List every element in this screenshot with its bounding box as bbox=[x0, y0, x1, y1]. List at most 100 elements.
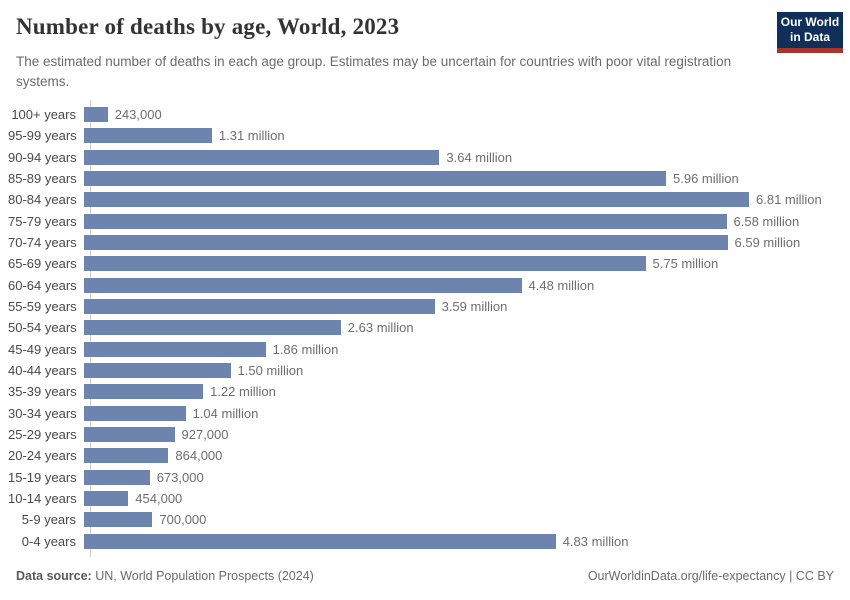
bar-value-label: 673,000 bbox=[156, 469, 204, 485]
bar-value-label: 864,000 bbox=[175, 448, 223, 464]
bar bbox=[84, 299, 435, 315]
bar-value-label: 243,000 bbox=[114, 107, 162, 123]
bar-chart: 100+ years 243,000 95-99 years 1.31 mill… bbox=[8, 100, 842, 557]
bar bbox=[84, 192, 749, 208]
bar-value-label: 5.96 million bbox=[673, 171, 739, 187]
bar-value-label: 4.48 million bbox=[528, 277, 595, 293]
axis-tick-label: 100+ years bbox=[11, 107, 76, 123]
bar-track: 1.31 million bbox=[83, 128, 842, 144]
bar-row: 5-9 years 700,000 bbox=[8, 509, 842, 530]
bar-track: 1.86 million bbox=[83, 341, 842, 357]
bar-track: 1.22 million bbox=[83, 384, 842, 400]
bar-row: 35-39 years 1.22 million bbox=[8, 381, 842, 402]
bar-row: 75-79 years 6.58 million bbox=[8, 211, 842, 232]
bar-row: 10-14 years 454,000 bbox=[8, 488, 842, 509]
bar bbox=[84, 491, 129, 507]
owid-logo: Our World in Data bbox=[777, 12, 843, 53]
axis-tick-label: 95-99 years bbox=[8, 128, 77, 144]
bar-value-label: 1.04 million bbox=[192, 405, 259, 421]
bar-track: 6.59 million bbox=[83, 235, 842, 251]
bar-value-label: 4.83 million bbox=[562, 533, 629, 549]
bar bbox=[84, 235, 728, 251]
axis-tick-label: 40-44 years bbox=[8, 363, 77, 379]
bar-track: 5.96 million bbox=[83, 171, 842, 187]
bar-track: 243,000 bbox=[83, 107, 842, 123]
chart-subtitle: The estimated number of deaths in each a… bbox=[16, 54, 732, 89]
bar bbox=[84, 256, 646, 272]
bar-rows: 100+ years 243,000 95-99 years 1.31 mill… bbox=[8, 104, 842, 552]
bar-row: 70-74 years 6.59 million bbox=[8, 232, 842, 253]
bar-track: 927,000 bbox=[83, 427, 842, 443]
bar-value-label: 5.75 million bbox=[652, 256, 719, 272]
bar-track: 1.04 million bbox=[83, 405, 842, 421]
bar bbox=[84, 384, 204, 400]
bar-row: 85-89 years 5.96 million bbox=[8, 168, 842, 189]
bar-row: 100+ years 243,000 bbox=[8, 104, 842, 125]
axis-tick-label: 75-79 years bbox=[8, 213, 77, 229]
chart-footer: Data source: UN, World Population Prospe… bbox=[16, 569, 834, 583]
bar-row: 95-99 years 1.31 million bbox=[8, 125, 842, 146]
bar-value-label: 6.81 million bbox=[756, 192, 822, 208]
bar bbox=[84, 107, 108, 123]
bar-row: 55-59 years 3.59 million bbox=[8, 296, 842, 317]
bar-row: 60-64 years 4.48 million bbox=[8, 275, 842, 296]
bar-track: 6.81 million bbox=[83, 192, 842, 208]
bar bbox=[84, 128, 212, 144]
owid-logo-line1: Our World bbox=[780, 15, 840, 29]
bar-track: 3.64 million bbox=[83, 149, 842, 165]
bar bbox=[84, 363, 231, 379]
bar bbox=[84, 149, 440, 165]
bar-track: 1.50 million bbox=[83, 363, 842, 379]
axis-tick-label: 15-19 years bbox=[8, 469, 77, 485]
axis-tick-label: 70-74 years bbox=[8, 235, 77, 251]
data-source-text: UN, World Population Prospects (2024) bbox=[91, 569, 314, 583]
bar bbox=[84, 469, 150, 485]
bar bbox=[84, 277, 522, 293]
bar-row: 45-49 years 1.86 million bbox=[8, 339, 842, 360]
bar-value-label: 6.58 million bbox=[733, 213, 800, 229]
bar bbox=[84, 341, 266, 357]
bar-row: 15-19 years 673,000 bbox=[8, 467, 842, 488]
axis-tick-label: 80-84 years bbox=[8, 192, 77, 208]
bar-track: 4.83 million bbox=[83, 533, 842, 549]
bar-value-label: 927,000 bbox=[181, 427, 229, 443]
bar bbox=[84, 533, 556, 549]
bar-value-label: 1.31 million bbox=[218, 128, 285, 144]
axis-tick-label: 45-49 years bbox=[8, 341, 77, 357]
credit-link: OurWorldinData.org/life-expectancy | CC … bbox=[587, 569, 834, 583]
axis-tick-label: 65-69 years bbox=[8, 256, 77, 272]
bar-row: 50-54 years 2.63 million bbox=[8, 317, 842, 338]
axis-tick-label: 50-54 years bbox=[8, 320, 77, 336]
bar-value-label: 1.86 million bbox=[272, 341, 339, 357]
bar-track: 673,000 bbox=[83, 469, 842, 485]
bar bbox=[84, 405, 186, 421]
axis-tick-label: 0-4 years bbox=[21, 533, 76, 549]
bar-value-label: 3.64 million bbox=[446, 149, 513, 165]
bar bbox=[84, 512, 153, 528]
bar-track: 4.48 million bbox=[83, 277, 842, 293]
bar-row: 0-4 years 4.83 million bbox=[8, 531, 842, 552]
bar-row: 30-34 years 1.04 million bbox=[8, 403, 842, 424]
axis-tick-label: 85-89 years bbox=[8, 171, 77, 187]
axis-tick-label: 5-9 years bbox=[21, 512, 76, 528]
bar bbox=[84, 171, 666, 187]
bar bbox=[84, 320, 341, 336]
bar-row: 65-69 years 5.75 million bbox=[8, 253, 842, 274]
bar-value-label: 1.50 million bbox=[237, 363, 304, 379]
bar-row: 90-94 years 3.64 million bbox=[8, 147, 842, 168]
bar-value-label: 2.63 million bbox=[347, 320, 414, 336]
axis-tick-label: 25-29 years bbox=[8, 427, 77, 443]
bar-value-label: 1.22 million bbox=[210, 384, 276, 400]
bar-row: 25-29 years 927,000 bbox=[8, 424, 842, 445]
bar bbox=[84, 448, 169, 464]
bar-row: 20-24 years 864,000 bbox=[8, 445, 842, 466]
bar-value-label: 700,000 bbox=[159, 512, 207, 528]
data-source-label: Data source: bbox=[16, 569, 92, 583]
bar-value-label: 3.59 million bbox=[441, 299, 508, 315]
bar-value-label: 454,000 bbox=[135, 491, 183, 507]
bar-track: 5.75 million bbox=[83, 256, 842, 272]
data-source: Data source: UN, World Population Prospe… bbox=[16, 569, 314, 583]
axis-tick-label: 90-94 years bbox=[8, 149, 77, 165]
bar-track: 2.63 million bbox=[83, 320, 842, 336]
bar-row: 40-44 years 1.50 million bbox=[8, 360, 842, 381]
